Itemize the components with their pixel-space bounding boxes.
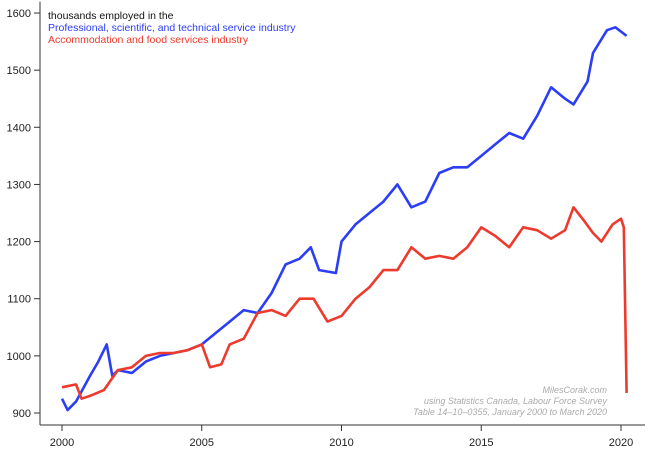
x-tick-label: 2020 bbox=[609, 437, 633, 449]
y-tick-label: 1300 bbox=[7, 179, 31, 191]
x-tick-label: 2000 bbox=[50, 437, 74, 449]
y-tick-label: 1400 bbox=[7, 122, 31, 134]
annotation-table: Table 14–10–0355, January 2000 to March … bbox=[413, 407, 607, 417]
series-accommodation-line bbox=[61, 206, 628, 401]
annotation-source-site: MilesCorak.com bbox=[542, 385, 607, 395]
annotation-source: using Statistics Canada, Labour Force Su… bbox=[424, 396, 608, 406]
x-tick-label: 2005 bbox=[190, 437, 214, 449]
y-tick-label: 1600 bbox=[7, 8, 31, 20]
x-tick-label: 2015 bbox=[469, 437, 493, 449]
x-tick-label: 2010 bbox=[329, 437, 353, 449]
series-professional-line bbox=[60, 25, 628, 412]
legend-professional: Professional, scientific, and technical … bbox=[48, 22, 296, 34]
y-tick-label: 900 bbox=[13, 408, 31, 420]
y-tick-label: 1100 bbox=[7, 294, 31, 306]
y-tick-label: 1500 bbox=[7, 65, 31, 77]
legend-accommodation: Accommodation and food services industry bbox=[48, 34, 249, 46]
y-tick-label: 1000 bbox=[7, 351, 31, 363]
y-tick-label: 1200 bbox=[7, 237, 31, 249]
legend-title: thousands employed in the bbox=[48, 10, 174, 22]
